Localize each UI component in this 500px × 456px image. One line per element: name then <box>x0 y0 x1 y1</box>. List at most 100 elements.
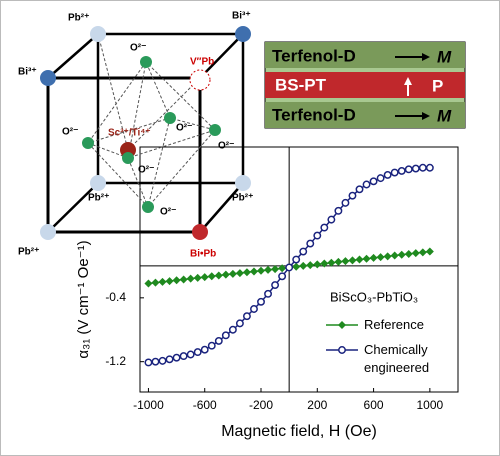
point <box>383 252 392 261</box>
x-tick-label: 600 <box>364 398 384 412</box>
atom-label: O²⁻ <box>218 141 234 152</box>
point <box>411 164 420 173</box>
atom <box>192 224 208 240</box>
point <box>235 319 244 328</box>
legend-entry: Reference <box>364 317 424 332</box>
point <box>341 257 350 266</box>
point <box>369 177 378 186</box>
point <box>306 261 315 270</box>
x-tick-label: 200 <box>307 398 327 412</box>
point <box>425 247 434 256</box>
point <box>418 248 427 257</box>
atom <box>40 224 56 240</box>
point <box>151 278 160 287</box>
atom <box>142 201 154 213</box>
point <box>228 325 237 334</box>
plot: -1000 -600 -200 200 600 1000 -1.2 -0.4 Magnetic … <box>75 146 459 440</box>
layer-label: BS-PT <box>275 75 327 94</box>
atom <box>140 56 152 68</box>
point <box>362 180 371 189</box>
point <box>376 174 385 183</box>
atom-label: Pb²⁺ <box>232 193 253 204</box>
atom <box>122 152 134 164</box>
legend-bg <box>318 284 454 384</box>
point <box>404 165 413 174</box>
x-tick-label: -200 <box>249 398 273 412</box>
point <box>165 355 174 364</box>
point <box>221 331 230 340</box>
atoms <box>40 26 251 240</box>
legend-label: Reference <box>364 317 424 332</box>
point <box>341 198 350 207</box>
point <box>200 273 209 282</box>
point <box>242 312 251 321</box>
atom-label: Bi³⁺ <box>232 11 251 22</box>
point <box>320 259 329 268</box>
point <box>186 350 195 359</box>
y-tick-label: -0.4 <box>105 290 126 304</box>
legend-title: BiScO₃-PbTiO₃ <box>330 289 418 304</box>
point <box>348 256 357 265</box>
point <box>158 277 167 286</box>
atom-label: V″Pb <box>190 57 214 68</box>
atom <box>90 175 106 191</box>
point <box>348 191 357 200</box>
atom-label: O²⁻ <box>160 207 176 218</box>
point <box>278 272 287 281</box>
atom <box>90 26 106 42</box>
atom-label: O²⁻ <box>130 43 146 54</box>
point <box>299 247 308 256</box>
atom-label: Sc³⁺/Ti⁴⁺ <box>108 128 151 139</box>
point <box>397 250 406 259</box>
layer <box>265 42 465 68</box>
point <box>355 255 364 264</box>
point <box>257 266 266 275</box>
point <box>193 348 202 357</box>
point <box>404 249 413 258</box>
point <box>327 215 336 224</box>
legend-marker <box>338 346 346 354</box>
atom <box>40 70 56 86</box>
point <box>369 253 378 262</box>
point <box>186 274 195 283</box>
atom <box>82 137 94 149</box>
point <box>383 170 392 179</box>
point <box>264 289 272 298</box>
point <box>418 163 427 172</box>
point <box>158 356 167 365</box>
y-axis-label: α₃₁ (V cm⁻¹ Oe⁻¹) <box>75 240 92 358</box>
point <box>390 168 399 177</box>
point <box>207 272 216 281</box>
atom <box>235 175 251 191</box>
atom-label: O²⁻ <box>138 165 154 176</box>
point <box>179 352 188 361</box>
atom-label: Pb²⁺ <box>88 193 109 204</box>
point <box>327 258 336 267</box>
point <box>313 231 322 240</box>
point <box>214 336 223 345</box>
legend-label: Chemically engineered <box>364 342 430 375</box>
point <box>334 206 343 215</box>
legend-marker <box>338 346 346 354</box>
atom-label: Pb²⁺ <box>68 13 89 24</box>
point <box>334 257 343 266</box>
x-tick-label: 1000 <box>417 398 444 412</box>
point <box>179 275 188 284</box>
point <box>285 263 294 272</box>
point <box>200 345 209 354</box>
atom-labels: Bi³⁺ Pb²⁺ Bi³⁺ O²⁻ V″Pb O²⁻ Sc³⁺/Ti⁴⁺ O²… <box>18 11 253 260</box>
legend-entry: Chemically engineered <box>364 342 430 375</box>
atom-label: O²⁻ <box>62 127 78 138</box>
layer <box>265 72 465 98</box>
point <box>397 166 406 175</box>
y-tick-label: -1.2 <box>105 354 126 368</box>
point <box>264 265 273 274</box>
point <box>151 357 160 366</box>
point <box>250 305 258 313</box>
vacancy <box>189 69 211 91</box>
point <box>257 297 265 306</box>
x-tick-label: -600 <box>193 398 217 412</box>
point <box>228 269 237 278</box>
